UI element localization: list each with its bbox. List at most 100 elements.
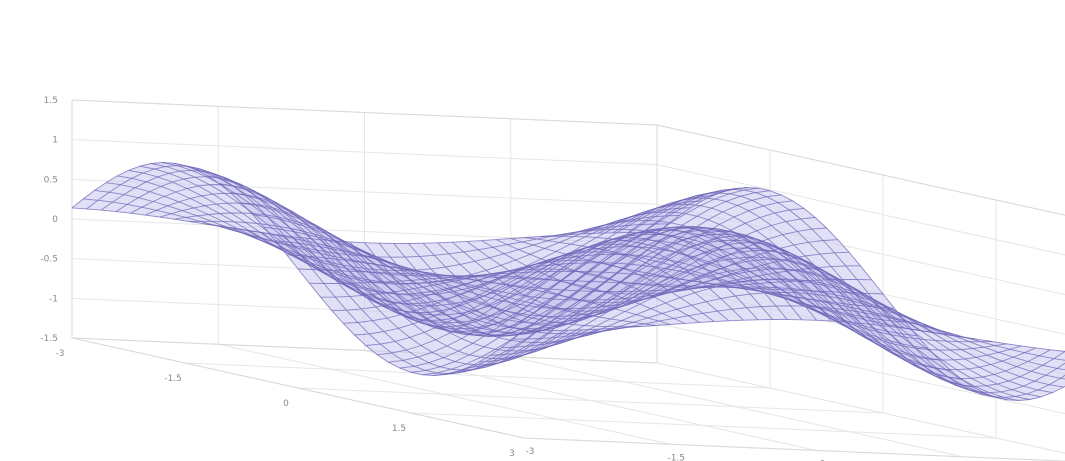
surface-facet <box>752 241 778 253</box>
surface-facet <box>696 208 723 220</box>
surface-facet <box>653 245 679 257</box>
surface-facet <box>101 202 128 212</box>
surface-facet <box>601 253 628 266</box>
surface-facet <box>994 371 1020 381</box>
surface-facet <box>594 278 621 293</box>
surface-facet <box>556 244 582 255</box>
mesh-line-y <box>354 239 940 361</box>
surface-facet <box>530 261 556 270</box>
surface-facet <box>248 230 275 243</box>
surface-facet <box>706 298 733 312</box>
surface-facet <box>782 231 809 245</box>
surface-facet <box>989 391 1016 398</box>
surface-facet <box>735 294 762 308</box>
surface-facet <box>792 256 819 271</box>
surface-facet <box>445 264 472 278</box>
surface-facet <box>935 340 962 350</box>
surface-facet <box>763 249 790 262</box>
z-tick-label: 1.5 <box>44 96 58 106</box>
surface-facet <box>356 271 383 283</box>
surface-facet <box>726 196 752 206</box>
x-tick-label: -1.5 <box>164 374 182 384</box>
surface-facet <box>968 367 994 377</box>
surface-facet <box>575 261 602 273</box>
surface-facet <box>484 337 511 350</box>
surface-facet <box>609 268 635 283</box>
surface-facet <box>286 254 313 270</box>
surface-facet <box>460 261 487 275</box>
surface-facet <box>419 255 446 269</box>
surface-facet <box>357 320 384 334</box>
surface-facet <box>187 186 213 196</box>
surface-facet <box>463 280 490 289</box>
mesh-line-y <box>388 227 974 388</box>
surface-facet <box>831 265 858 280</box>
surface-facet <box>961 348 988 358</box>
surface-facet <box>811 228 838 241</box>
surface-facet <box>571 272 598 287</box>
surface-facet <box>1004 396 1030 401</box>
surface-facet <box>375 304 402 319</box>
surface-facet <box>674 204 701 214</box>
surface-facet <box>234 221 261 233</box>
surface-facet <box>708 211 735 225</box>
surface-facet <box>979 364 1006 375</box>
surface-facet <box>349 295 376 309</box>
surface-facet <box>1037 384 1064 393</box>
surface-facet <box>685 205 712 217</box>
surface-facet <box>434 253 461 267</box>
surface-facet <box>559 236 586 245</box>
surface-facet <box>599 308 625 319</box>
surface-facet <box>446 338 473 352</box>
surface-facet <box>834 252 861 266</box>
surface-facet <box>222 221 249 231</box>
surface-facet <box>607 320 633 327</box>
surface-facet <box>379 243 405 258</box>
axis-box-edge <box>523 437 1065 461</box>
surface-facet <box>331 310 358 324</box>
surface-facet <box>161 182 187 192</box>
axis-box-edge <box>71 99 658 126</box>
surface-facet <box>774 210 801 222</box>
surface-facet <box>175 188 202 199</box>
x-floor-line <box>184 362 771 389</box>
surface-facet <box>956 368 983 379</box>
surface-facet <box>927 349 954 360</box>
surface-facet <box>579 289 606 303</box>
surface-facet <box>172 179 199 189</box>
surface-facet <box>974 385 1001 393</box>
surface-facet <box>868 293 895 309</box>
mesh-line-y <box>128 169 714 307</box>
surface-facet <box>469 346 496 358</box>
surface-facet <box>508 287 535 301</box>
surface-facet <box>546 281 572 295</box>
surface-facet <box>691 301 718 314</box>
surface-facet <box>712 271 739 285</box>
surface-facet <box>637 212 663 221</box>
surface-facet <box>346 308 373 323</box>
surface-facet <box>1039 349 1065 359</box>
surface-facet <box>180 170 207 178</box>
surface-facet <box>797 229 824 243</box>
surface-facet <box>198 184 225 195</box>
surface-facet <box>437 242 464 254</box>
mesh-line-y <box>456 247 1042 398</box>
surface-facet <box>530 337 557 346</box>
z-tick-label: 0.5 <box>44 175 58 185</box>
surface-facet <box>390 301 417 315</box>
surface-facet <box>763 202 790 213</box>
surface-facet <box>94 182 121 193</box>
surface-facet <box>505 300 532 315</box>
surface-facet <box>539 308 566 322</box>
surface-facet <box>550 310 577 324</box>
x-floor-line <box>410 412 997 439</box>
surface-facet <box>327 270 354 284</box>
surface-facet <box>343 322 370 335</box>
surface-facet <box>365 344 392 355</box>
surface-facet <box>374 264 401 274</box>
surface-facet <box>323 283 350 298</box>
surface-facet <box>842 279 869 294</box>
mesh-line-y <box>162 162 748 330</box>
surface-facet <box>823 239 850 253</box>
surface-facet <box>878 315 905 329</box>
